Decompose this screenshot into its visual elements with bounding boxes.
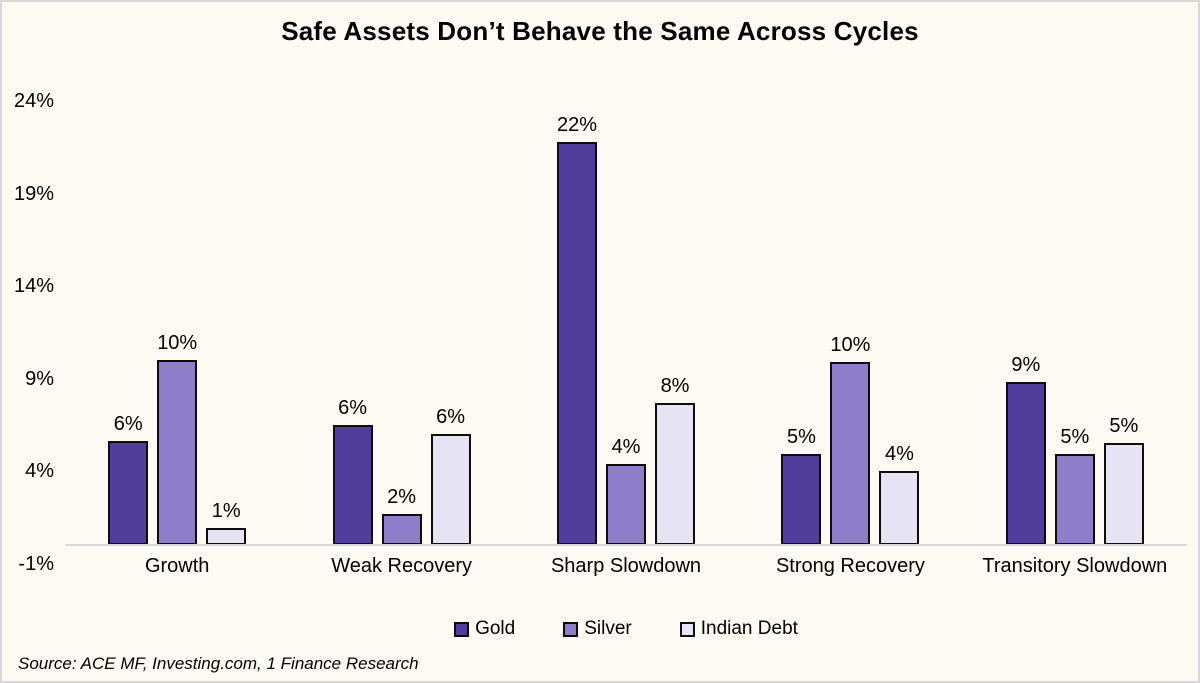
legend-item-indian-debt: Indian Debt	[679, 618, 798, 640]
data-label: 6%	[338, 397, 368, 419]
category-label-weak-recovery: Weak Recovery	[331, 555, 472, 577]
bar-indian-debt	[1103, 443, 1144, 545]
x-axis-labels: Growth Weak Recovery Sharp Slowdown Strong …	[65, 555, 1187, 578]
bar-group-transitory-slowdown: 9% 5% 5%	[963, 354, 1187, 545]
bar-silver	[157, 360, 198, 545]
bar-wrap: 22%	[557, 114, 597, 545]
category-label-sharp-slowdown: Sharp Slowdown	[550, 555, 702, 577]
category-label-transitory-slowdown: Transitory Slowdown	[982, 555, 1168, 577]
legend-label: Gold	[475, 618, 516, 639]
bar-wrap: 1%	[206, 500, 247, 545]
bar-group-strong-recovery: 5% 10% 4%	[738, 334, 962, 545]
legend-swatch-icon	[679, 621, 695, 637]
bar-gold	[332, 425, 373, 545]
bar-wrap: 9%	[1005, 354, 1046, 545]
y-tick-label: 19%	[13, 182, 54, 205]
bar-wrap: 10%	[830, 334, 870, 545]
bar-wrap: 6%	[430, 406, 471, 545]
bar-silver	[1054, 454, 1095, 545]
bar-wrap: 2%	[381, 486, 422, 545]
bar-wrap: 6%	[108, 413, 149, 545]
bar-indian-debt	[655, 403, 696, 545]
legend-swatch-icon	[563, 621, 579, 637]
bar-gold	[1005, 382, 1046, 545]
category-label-growth: Growth	[144, 555, 210, 577]
chart-legend: Gold Silver Indian Debt	[65, 618, 1187, 640]
bar-wrap: 5%	[1103, 415, 1144, 545]
x-axis-line	[65, 544, 1187, 546]
chart-title: Safe Assets Don’t Behave the Same Across…	[281, 16, 919, 46]
y-tick-label: 4%	[25, 460, 54, 482]
legend-item-silver: Silver	[563, 618, 632, 640]
data-label: 8%	[660, 375, 690, 397]
bar-wrap: 6%	[332, 397, 373, 545]
legend-item-gold: Gold	[454, 618, 515, 640]
bar-wrap: 8%	[655, 375, 696, 545]
bar-wrap: 10%	[157, 332, 197, 545]
bar-group-sharp-slowdown: 22% 4% 8%	[514, 114, 738, 545]
data-label: 5%	[786, 426, 816, 448]
bar-gold	[557, 142, 598, 545]
y-tick-label: 24%	[13, 90, 54, 112]
data-label: 2%	[387, 486, 417, 508]
data-label: 22%	[557, 114, 598, 136]
bar-indian-debt	[206, 528, 247, 545]
source-note: Source: ACE MF, Investing.com, 1 Finance…	[18, 654, 419, 673]
data-label: 4%	[884, 443, 914, 465]
bar-gold	[108, 441, 149, 545]
data-label: 5%	[1109, 415, 1139, 437]
bar-group-growth: 6% 10% 1%	[65, 332, 289, 545]
bar-group-weak-recovery: 6% 2% 6%	[289, 397, 513, 545]
legend-label: Silver	[584, 618, 632, 639]
data-label: 6%	[113, 413, 143, 435]
y-tick-label: -1%	[18, 552, 54, 575]
bar-wrap: 5%	[781, 426, 822, 545]
legend-label: Indian Debt	[700, 618, 798, 639]
bar-indian-debt	[879, 471, 920, 545]
data-label: 10%	[157, 332, 198, 354]
data-label: 6%	[436, 406, 466, 428]
bar-wrap: 4%	[879, 443, 920, 545]
y-tick-label: 9%	[25, 367, 54, 390]
data-label: 1%	[211, 500, 241, 522]
bar-silver	[830, 362, 871, 545]
data-label: 5%	[1060, 426, 1090, 448]
plot-area: 6% 10% 1% 6% 2% 6% 22% 4% 8% 5% 10% 4% 9% 5% 5%	[65, 82, 1187, 545]
bar-silver	[606, 464, 647, 545]
legend-swatch-icon	[454, 621, 470, 637]
bar-wrap: 4%	[606, 436, 647, 545]
data-label: 10%	[830, 334, 871, 356]
bar-indian-debt	[430, 434, 471, 545]
category-label-strong-recovery: Strong Recovery	[775, 555, 925, 577]
y-tick-label: 14%	[13, 275, 54, 297]
bar-gold	[781, 454, 822, 545]
bar-wrap: 5%	[1054, 426, 1095, 545]
bar-silver	[381, 514, 422, 545]
data-label: 9%	[1011, 354, 1041, 376]
data-label: 4%	[611, 436, 641, 458]
